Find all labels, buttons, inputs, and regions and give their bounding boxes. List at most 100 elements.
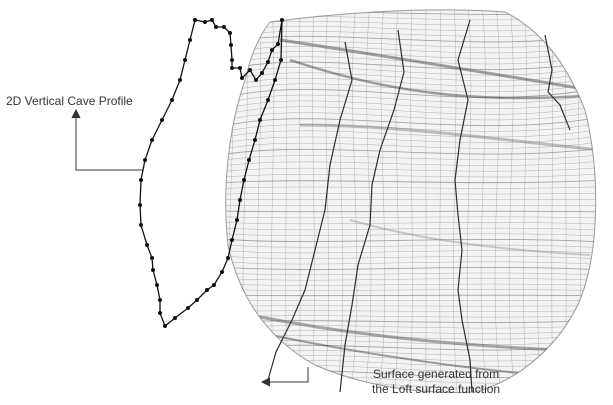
mesh-row (225, 233, 596, 237)
profile-vertex (222, 25, 226, 29)
profile-vertex (155, 283, 159, 287)
profile-vertex (150, 138, 154, 142)
dark-band (249, 313, 561, 352)
profile-vertex (139, 178, 143, 182)
profile-vertex (151, 268, 155, 272)
mesh-horizontal-lines (225, 10, 596, 393)
profile-vertex (160, 118, 164, 122)
profile-vertices (138, 18, 284, 328)
dark-band (349, 219, 591, 256)
profile-vertex (230, 66, 234, 70)
mesh-row (225, 261, 596, 265)
mesh-row (225, 227, 596, 231)
profile-vertex (186, 306, 190, 310)
mesh-row (225, 105, 596, 117)
loft-surface-mesh (225, 9, 597, 393)
profile-leader (75, 111, 143, 171)
mesh-col (323, 9, 329, 393)
mesh-row (225, 173, 596, 178)
surface-label-line1: Surface generated from (373, 367, 500, 381)
profile-vertex (183, 58, 187, 62)
profile-vertex (266, 60, 270, 64)
profile-vertex (170, 98, 174, 102)
mesh-row (225, 179, 596, 184)
profile-vertex (210, 18, 214, 22)
surface-fill (225, 9, 597, 393)
profile-vertex (214, 25, 218, 29)
surface-annotation-label: Surface generated from the Loft surface … (372, 367, 500, 397)
mesh-col (494, 9, 503, 393)
surface-label-line2: the Loft surface function (372, 382, 501, 396)
mesh-col (299, 9, 301, 393)
mesh-row (225, 154, 596, 161)
mesh-row (225, 221, 596, 225)
profile-vertex (220, 270, 224, 274)
profile-vertex (230, 238, 234, 242)
mesh-row (225, 272, 596, 276)
mesh-row (225, 310, 596, 313)
profile-vertex (280, 18, 284, 22)
surface-cross-sections (267, 19, 571, 393)
mesh-col (523, 9, 529, 393)
mesh-row (225, 192, 596, 195)
section-line (339, 29, 405, 393)
profile-vertex (247, 158, 251, 162)
surface-leader-arrow (260, 377, 271, 387)
profile-vertex (279, 58, 283, 62)
profile-vertex (238, 198, 242, 202)
mesh-row (225, 249, 596, 254)
profile-vertex (158, 298, 162, 302)
profile-vertex (163, 324, 167, 328)
mesh-row (225, 49, 596, 61)
profile-vertex (145, 243, 149, 247)
profile-vertex (238, 66, 242, 70)
mesh-row (225, 141, 596, 150)
profile-vertex (139, 223, 143, 227)
vertical-cave-profile (138, 18, 284, 328)
mesh-row (225, 44, 596, 55)
profile-vertex (235, 218, 239, 222)
profile-vertex (228, 31, 232, 35)
mesh-col (393, 9, 399, 393)
mesh-row (225, 135, 596, 145)
profile-leader-arrow (71, 108, 81, 119)
mesh-row (225, 216, 596, 219)
profile-vertex (276, 42, 280, 46)
profile-vertex (230, 58, 234, 62)
dark-band (269, 334, 541, 376)
mesh-row (225, 39, 596, 49)
mesh-row (225, 294, 596, 297)
profile-annotation-label: 2D Vertical Cave Profile (6, 94, 133, 108)
profile-vertex (248, 68, 252, 72)
dark-band (289, 58, 596, 100)
mesh-row (225, 289, 596, 291)
profile-vertex (143, 158, 147, 162)
mesh-row (225, 55, 596, 66)
mesh-row (225, 186, 596, 189)
profile-vertex (178, 78, 182, 82)
profile-vertex (150, 256, 154, 260)
profile-vertex (240, 76, 244, 80)
mesh-row (225, 277, 596, 281)
mesh-col (285, 9, 288, 393)
surface-leader (262, 367, 309, 383)
mesh-row (225, 160, 596, 167)
profile-vertex (242, 178, 246, 182)
profile-vertex (266, 98, 270, 102)
profile-vertex (205, 288, 209, 292)
profile-vertex (195, 298, 199, 302)
profile-vertex (226, 256, 230, 260)
mesh-row (225, 93, 596, 105)
mesh-col (409, 9, 413, 393)
mesh-row (225, 147, 596, 156)
profile-vertex (253, 138, 257, 142)
mesh-row (225, 266, 596, 271)
profile-vertex (138, 203, 142, 207)
section-line (267, 41, 353, 381)
section-line (454, 19, 473, 393)
profile-vertex (254, 78, 258, 82)
profile-vertex (260, 71, 264, 75)
section-line (544, 34, 571, 131)
mesh-row (225, 116, 596, 128)
dark-band (279, 38, 591, 92)
